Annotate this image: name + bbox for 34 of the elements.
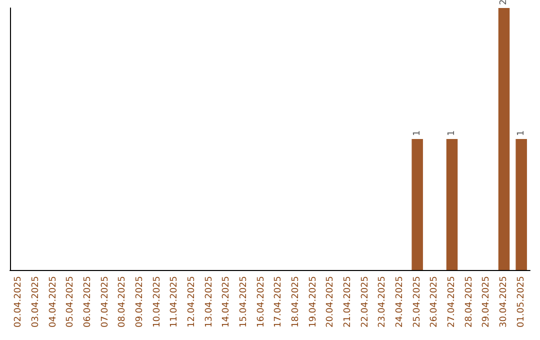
x-tick-label: 29.04.2025 xyxy=(482,276,492,328)
x-tick-label: 15.04.2025 xyxy=(239,276,249,328)
x-tick-label: 06.04.2025 xyxy=(83,276,93,328)
x-tick-label: 07.04.2025 xyxy=(100,276,110,328)
x-tick-label: 27.04.2025 xyxy=(447,276,457,328)
x-tick-label: 04.04.2025 xyxy=(48,276,58,328)
x-tick-label: 28.04.2025 xyxy=(464,276,474,328)
x-tick-label: 14.04.2025 xyxy=(222,276,232,328)
x-tick-label: 03.04.2025 xyxy=(31,276,41,328)
data-label: 1 xyxy=(447,130,457,136)
x-tick-label: 17.04.2025 xyxy=(274,276,284,328)
x-tick-label: 13.04.2025 xyxy=(204,276,214,328)
x-tick-label: 02.04.2025 xyxy=(14,276,24,328)
x-tick-label: 21.04.2025 xyxy=(343,276,353,328)
x-tick-label: 16.04.2025 xyxy=(256,276,266,328)
x-tick-label: 26.04.2025 xyxy=(430,276,440,328)
x-tick-label: 19.04.2025 xyxy=(308,276,318,328)
x-tick-label: 12.04.2025 xyxy=(187,276,197,328)
x-tick-label: 22.04.2025 xyxy=(360,276,370,328)
data-label: 1 xyxy=(516,130,526,136)
x-tick-label: 30.04.2025 xyxy=(499,276,509,328)
x-tick-label: 10.04.2025 xyxy=(152,276,162,328)
x-tick-label: 05.04.2025 xyxy=(66,276,76,328)
x-tick-label: 11.04.2025 xyxy=(170,276,180,328)
x-tick-label: 20.04.2025 xyxy=(326,276,336,328)
x-tick-label: 24.04.2025 xyxy=(395,276,405,328)
data-label: 2 xyxy=(499,0,509,5)
x-tick-label: 18.04.2025 xyxy=(291,276,301,328)
data-label: 1 xyxy=(412,130,422,136)
x-tick-label: 08.04.2025 xyxy=(118,276,128,328)
x-tick-label: 09.04.2025 xyxy=(135,276,145,328)
x-tick-label: 01.05.2025 xyxy=(516,276,526,328)
x-tick-label: 23.04.2025 xyxy=(378,276,388,328)
x-tick-label: 25.04.2025 xyxy=(412,276,422,328)
